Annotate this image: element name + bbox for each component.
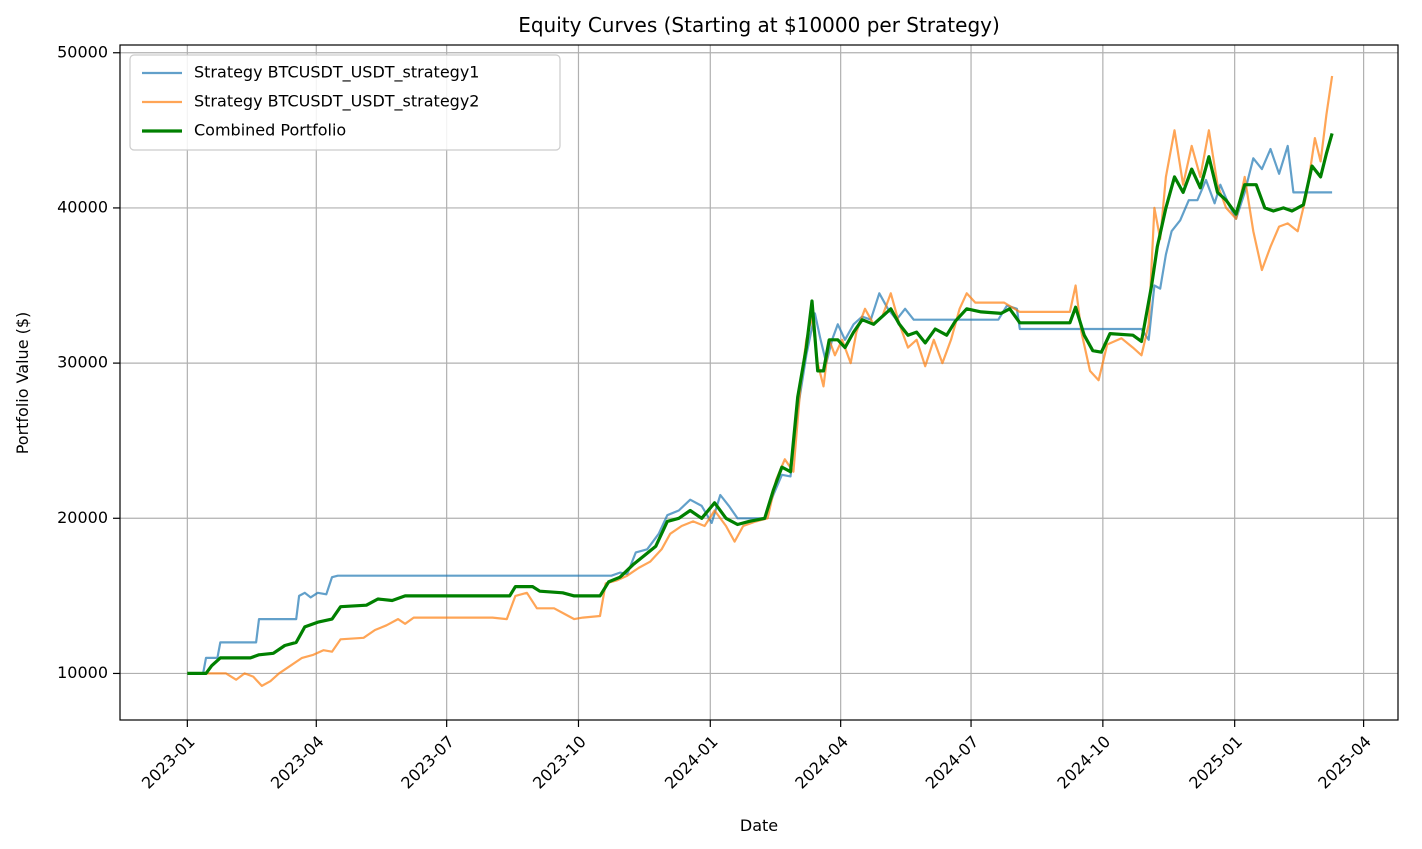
grid-lines	[120, 45, 1398, 720]
plot-frame	[119, 44, 1399, 721]
y-tick-label: 40000	[57, 197, 108, 216]
chart-title: Equity Curves (Starting at $10000 per St…	[518, 13, 1000, 37]
y-axis-title: Portfolio Value ($)	[13, 312, 32, 455]
series-line-1	[187, 144, 1333, 675]
y-tick-label: 30000	[57, 353, 108, 372]
legend-label-2: Strategy BTCUSDT_USDT_strategy2	[194, 92, 479, 112]
series-line-3	[187, 132, 1334, 676]
y-tick-label: 20000	[57, 508, 108, 527]
legend-label-3: Combined Portfolio	[194, 121, 346, 140]
series-layer	[187, 75, 1334, 688]
legend: Strategy BTCUSDT_USDT_strategy1 Strategy …	[129, 54, 561, 151]
legend-box	[129, 54, 561, 151]
y-tick-label: 10000	[57, 663, 108, 682]
y-axis: 10000 20000 30000 40000 50000	[57, 42, 120, 682]
y-tick-label: 50000	[57, 42, 108, 61]
legend-label-1: Strategy BTCUSDT_USDT_strategy1	[194, 63, 479, 83]
x-axis-title: Date	[740, 816, 778, 835]
